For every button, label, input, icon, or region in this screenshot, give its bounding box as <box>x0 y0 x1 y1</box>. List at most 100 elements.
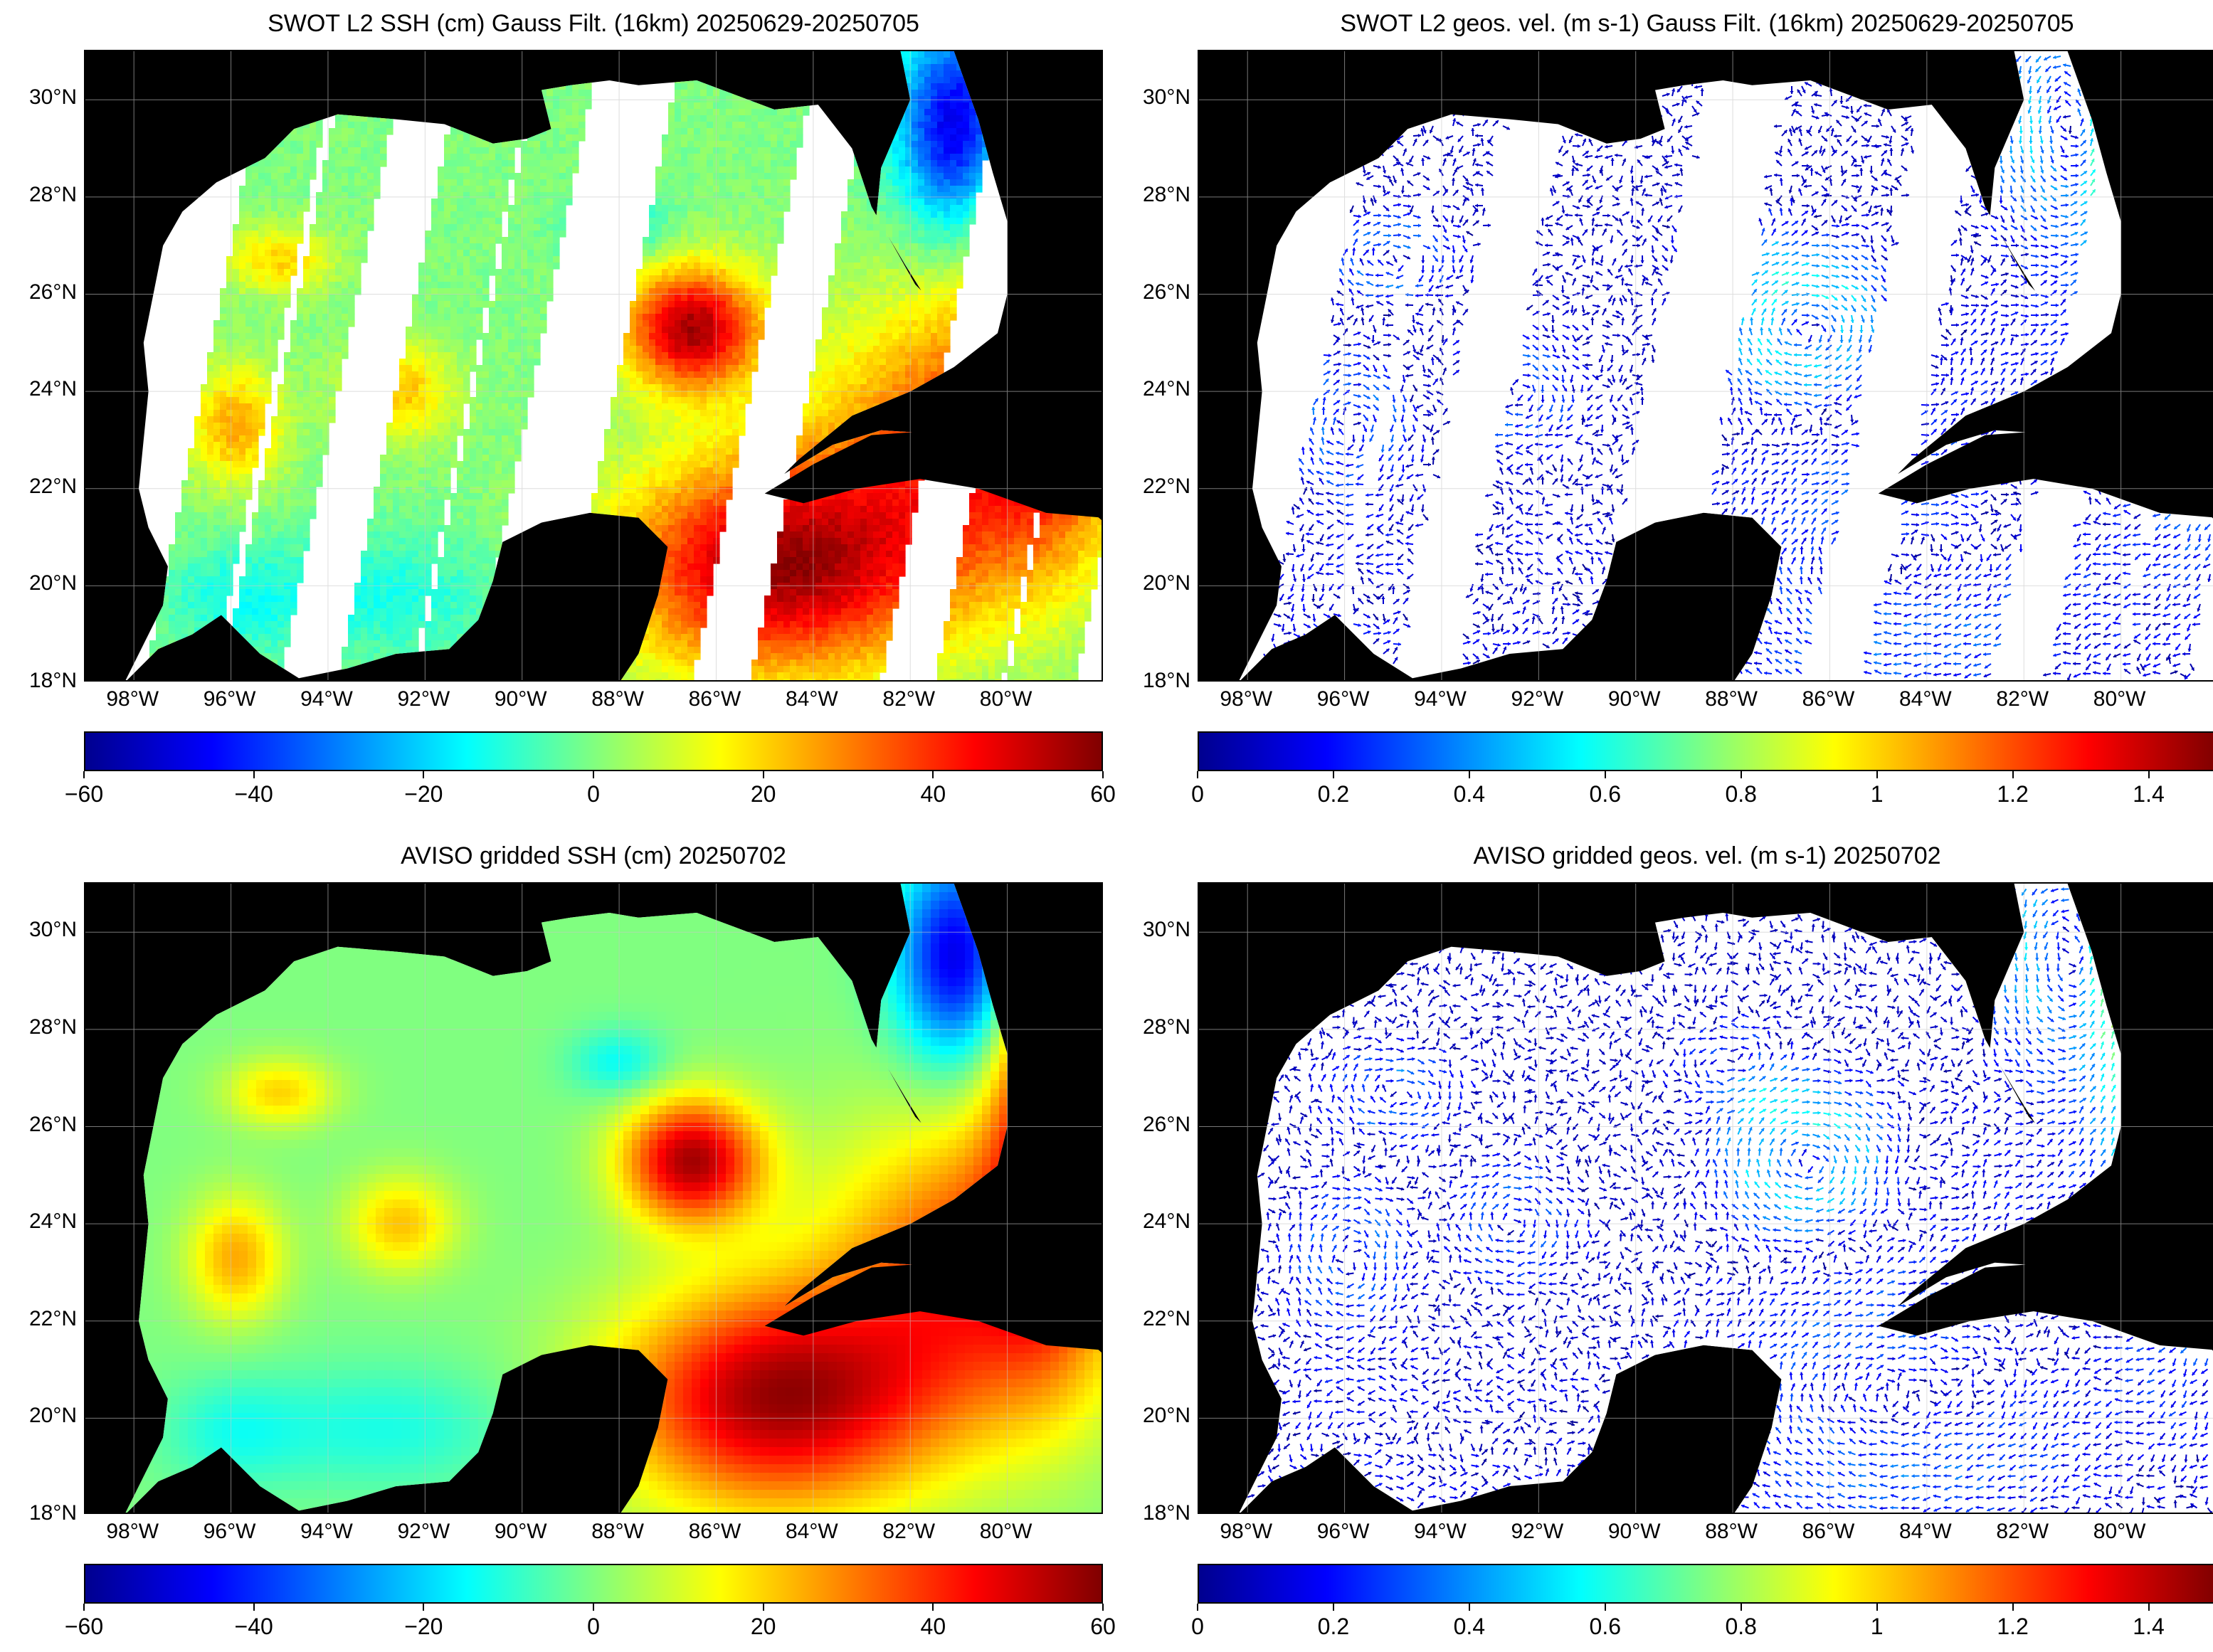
graticule <box>1199 51 2213 680</box>
colorbar-label: 60 <box>1060 781 1146 808</box>
lon-label: 80°W <box>967 1520 1045 1544</box>
cuba-land <box>1878 1262 2213 1350</box>
colorbar-tick <box>423 1604 425 1611</box>
lon-label: 90°W <box>1595 687 1674 711</box>
lat-label: 30°N <box>13 918 77 942</box>
lon-label: 92°W <box>1498 1520 1576 1544</box>
graticule <box>85 884 1102 1513</box>
colorbar-tick <box>1468 771 1470 778</box>
colorbar-label: 0.6 <box>1563 781 1648 808</box>
map-frame <box>1198 882 2213 1514</box>
colorbar-label: 40 <box>890 1614 976 1640</box>
lat-label: 18°N <box>1126 1501 1190 1525</box>
colorbar <box>84 731 1103 771</box>
lon-label: 88°W <box>579 1520 657 1544</box>
colorbar-label: 60 <box>1060 1614 1146 1640</box>
lon-label: 98°W <box>93 687 171 711</box>
lat-label: 30°N <box>1126 85 1190 110</box>
colorbar-tick <box>1740 1604 1742 1611</box>
colorbar-label: 0 <box>551 1614 636 1640</box>
map-canvas <box>85 884 1102 1513</box>
colorbar-label: −60 <box>41 1614 127 1640</box>
lat-label: 24°N <box>13 1209 77 1234</box>
colorbar-label: 0.8 <box>1699 1614 1784 1640</box>
lat-label: 24°N <box>1126 1209 1190 1234</box>
colorbar-tick <box>423 771 425 778</box>
colorbar <box>1198 731 2213 771</box>
colorbar-label: −20 <box>381 781 466 808</box>
lat-label: 26°N <box>13 280 77 305</box>
map-frame <box>1198 50 2213 682</box>
lon-label: 88°W <box>1692 1520 1770 1544</box>
lat-label: 30°N <box>1126 918 1190 942</box>
panel-title: AVISO gridded geos. vel. (m s-1) 2025070… <box>1198 842 2213 870</box>
colorbar-tick <box>1876 771 1878 778</box>
colorbar-label: 0.4 <box>1427 781 1512 808</box>
colorbar-tick <box>2012 1604 2014 1611</box>
graticule <box>1199 884 2213 1513</box>
lon-label: 86°W <box>675 1520 754 1544</box>
lat-label: 26°N <box>13 1113 77 1137</box>
lon-label: 92°W <box>1498 687 1576 711</box>
lat-label: 28°N <box>1126 183 1190 207</box>
colorbar-label: 0 <box>1155 781 1240 808</box>
panel-swot-vel: SWOT L2 geos. vel. (m s-1) Gauss Filt. (… <box>1114 0 2213 818</box>
lon-label: 96°W <box>191 687 269 711</box>
lon-label: 92°W <box>384 687 463 711</box>
colorbar-tick <box>1197 771 1198 778</box>
colorbar-label: 1.2 <box>1970 1614 2056 1640</box>
colorbar-tick <box>1102 1604 1104 1611</box>
ocean-area <box>1239 51 2213 680</box>
colorbar-label: 1 <box>1834 1614 1920 1640</box>
graticule <box>85 51 1102 680</box>
panel-title: AVISO gridded SSH (cm) 20250702 <box>84 842 1103 870</box>
lon-label: 82°W <box>870 1520 948 1544</box>
lon-label: 94°W <box>287 1520 366 1544</box>
colorbar-label: 0 <box>551 781 636 808</box>
lon-label: 94°W <box>287 687 366 711</box>
bahamas-land <box>1055 1073 1102 1097</box>
colorbar-label: −40 <box>211 1614 297 1640</box>
colorbar <box>84 1564 1103 1604</box>
lat-label: 20°N <box>13 1404 77 1428</box>
velocity-arrows <box>1263 55 2212 680</box>
lon-label: 88°W <box>579 687 657 711</box>
colorbar-tick <box>1332 771 1334 778</box>
lon-label: 82°W <box>1983 687 2061 711</box>
lon-label: 96°W <box>1304 1520 1383 1544</box>
lon-label: 90°W <box>1595 1520 1674 1544</box>
lon-label: 84°W <box>1886 1520 1965 1544</box>
colorbar-tick <box>762 771 764 778</box>
yucatan-land <box>435 512 668 680</box>
colorbar-tick <box>932 771 934 778</box>
colorbar-tick <box>1332 1604 1334 1611</box>
colorbar-label: 1.4 <box>2106 1614 2192 1640</box>
colorbar-tick <box>1102 771 1104 778</box>
panel-title: SWOT L2 geos. vel. (m s-1) Gauss Filt. (… <box>1198 10 2213 38</box>
lon-label: 80°W <box>2081 1520 2159 1544</box>
colorbar-label: 1.2 <box>1970 781 2056 808</box>
colorbar-tick <box>1876 1604 1878 1611</box>
colorbar-tick <box>253 771 255 778</box>
lon-label: 98°W <box>93 1520 171 1544</box>
colorbar-tick <box>2148 771 2150 778</box>
lon-label: 94°W <box>1401 1520 1479 1544</box>
colorbar-label: 1.4 <box>2106 781 2192 808</box>
bahamas-land <box>1055 240 1102 265</box>
lat-label: 24°N <box>13 377 77 401</box>
colorbar-label: 0.8 <box>1699 781 1784 808</box>
lon-label: 98°W <box>1207 1520 1285 1544</box>
colorbar-label: 0.2 <box>1291 781 1376 808</box>
lat-label: 26°N <box>1126 1113 1190 1137</box>
lat-label: 18°N <box>1126 669 1190 693</box>
bahamas-land <box>2169 240 2213 265</box>
panel-title: SWOT L2 SSH (cm) Gauss Filt. (16km) 2025… <box>84 10 1103 38</box>
colorbar-tick <box>762 1604 764 1611</box>
panel-aviso-vel: AVISO gridded geos. vel. (m s-1) 2025070… <box>1114 832 2213 1651</box>
colorbar-tick <box>2148 1604 2150 1611</box>
bahamas-land <box>2169 1073 2213 1097</box>
lon-label: 84°W <box>773 687 851 711</box>
lat-label: 28°N <box>1126 1015 1190 1039</box>
cuba-land <box>764 430 1102 518</box>
colorbar-label: 20 <box>721 1614 806 1640</box>
